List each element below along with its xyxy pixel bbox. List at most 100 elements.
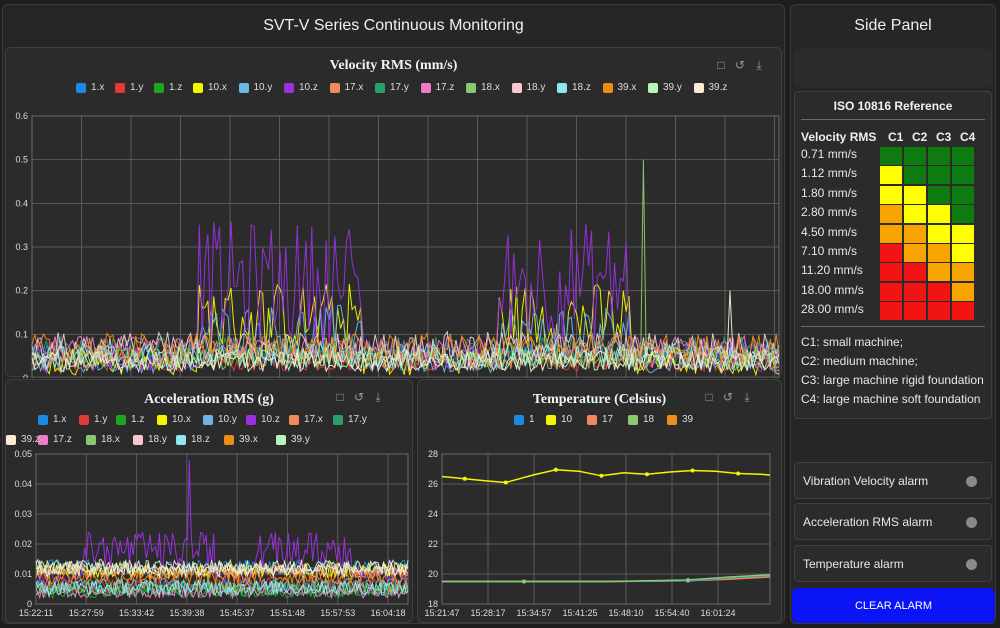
iso-severity-cell: [927, 281, 951, 302]
legend-item[interactable]: 10.y: [203, 414, 237, 425]
legend-item[interactable]: 1.x: [38, 414, 66, 425]
legend-item[interactable]: 10.z: [284, 82, 318, 93]
legend-item[interactable]: 10.x: [193, 82, 227, 93]
y-tick-label: 0.2: [15, 286, 28, 296]
legend-label: 39: [682, 414, 694, 425]
legend-item[interactable]: 39.z: [693, 82, 727, 93]
iso-severity-cell: [903, 243, 927, 263]
x-tick-label: 15:54:40: [654, 608, 689, 618]
legend-swatch: [420, 82, 431, 93]
class-header-c1: C1: [888, 130, 904, 144]
iso-severity-cell: [951, 262, 975, 283]
iso-severity-cell: [927, 243, 951, 263]
iso-severity-cell: [951, 281, 975, 302]
x-tick-label: 15:41:25: [562, 608, 597, 618]
legend-swatch: [514, 414, 524, 425]
iso-row-label: 11.20 mm/s: [801, 263, 863, 278]
legend-swatch: [546, 414, 556, 425]
download-icon[interactable]: ⤓: [756, 58, 762, 72]
iso-severity-cell: [951, 204, 975, 225]
y-tick-label: 0.1: [15, 329, 28, 339]
iso-severity-cell: [879, 281, 903, 302]
main-panel: SVT-V Series Continuous Monitoring 0 0.1 0…: [2, 4, 785, 624]
legend-item[interactable]: 17.y: [375, 82, 409, 93]
temperature-alarm[interactable]: Temperature alarm: [794, 545, 992, 582]
zoom-reset-icon[interactable]: ↺: [734, 58, 746, 72]
legend-swatch: [38, 434, 48, 445]
download-icon[interactable]: ⤓: [744, 390, 750, 404]
side-panel: Side Panel ISO 10816 Reference Velocity …: [790, 4, 996, 624]
series-line-10.y: [35, 575, 409, 594]
legend-item[interactable]: 18.z: [557, 82, 591, 93]
legend-item[interactable]: 10.x: [157, 414, 191, 425]
legend-item[interactable]: 17.y: [333, 414, 367, 425]
legend-item[interactable]: 39.y: [276, 434, 310, 445]
legend-label: 39.x: [239, 434, 258, 445]
legend-item[interactable]: 17.z: [420, 82, 454, 93]
legend-item[interactable]: 18.x: [466, 82, 500, 93]
iso-severity-cell: [879, 223, 903, 244]
legend-item[interactable]: 1.z: [154, 82, 182, 93]
legend-item[interactable]: 17.x: [289, 414, 323, 425]
iso-severity-cell: [903, 204, 927, 225]
vibration-velocity-alarm[interactable]: Vibration Velocity alarm: [794, 462, 992, 499]
legend-label: 10: [561, 414, 573, 425]
legend-item[interactable]: 1.y: [115, 82, 143, 93]
legend-item[interactable]: 18.x: [86, 434, 120, 445]
legend-item[interactable]: 18.z: [176, 434, 210, 445]
legend-item[interactable]: 39: [667, 414, 693, 425]
zoom-icon[interactable]: □: [705, 390, 713, 404]
alarm-label: Vibration Velocity alarm: [803, 474, 929, 488]
zoom-icon[interactable]: □: [717, 58, 725, 72]
x-tick-label: 15:33:42: [119, 608, 154, 618]
legend-item[interactable]: 39.x: [224, 434, 258, 445]
x-tick-label: 15:22:11: [19, 608, 53, 618]
legend-item[interactable]: 18.y: [133, 434, 167, 445]
x-tick-label: 16:04:18: [370, 608, 405, 618]
legend-item[interactable]: 1.z: [116, 414, 144, 425]
y-tick-label: 0.6: [15, 111, 28, 121]
legend-item[interactable]: 39.x: [602, 82, 637, 93]
legend-item[interactable]: 10: [546, 414, 572, 425]
zoom-reset-icon[interactable]: ↺: [353, 390, 365, 404]
legend-item[interactable]: 1.x: [76, 82, 104, 93]
iso-note: C4: large machine soft foundation: [801, 392, 981, 406]
legend-label: 18.z: [572, 82, 591, 93]
iso-row-label: 18.00 mm/s: [801, 282, 864, 297]
zoom-icon[interactable]: □: [336, 390, 344, 404]
iso-severity-cell: [903, 165, 927, 186]
legend-item[interactable]: 17.z: [38, 434, 72, 445]
legend-item[interactable]: 17: [587, 414, 613, 425]
download-icon[interactable]: ⤓: [375, 390, 381, 404]
iso-severity-cell: [927, 204, 951, 225]
legend-label: 10.x: [208, 82, 227, 93]
clear-alarm-button[interactable]: CLEAR ALARM: [792, 588, 995, 623]
legend-label: 10.z: [299, 82, 318, 93]
temperature-chart-title: Temperature (Celsius): [532, 392, 667, 407]
legend-item[interactable]: 18.y: [511, 82, 545, 93]
legend-item[interactable]: 1.y: [79, 414, 107, 425]
zoom-reset-icon[interactable]: ↺: [722, 390, 734, 404]
legend-item[interactable]: 17.x: [329, 82, 363, 93]
x-tick-label: 15:27:59: [69, 608, 104, 618]
iso-severity-cell: [903, 281, 927, 302]
acceleration-rms-alarm[interactable]: Acceleration RMS alarm: [794, 503, 992, 540]
iso-row-label: 7.10 mm/s: [801, 244, 858, 258]
iso-severity-cell: [879, 146, 903, 166]
data-point: [690, 468, 695, 473]
data-point: [645, 472, 649, 477]
legend-item[interactable]: 18: [628, 414, 654, 425]
legend-label: 39.x: [617, 82, 637, 93]
side-panel-title: Side Panel: [854, 17, 932, 34]
legend-item[interactable]: 39.z: [6, 434, 40, 445]
legend-swatch: [557, 82, 567, 93]
legend-item[interactable]: 1: [514, 414, 535, 425]
iso-severity-cell: [951, 223, 975, 244]
legend-label: 10.x: [172, 414, 191, 425]
acceleration-chart: 0 0.01 0.02 0.03 0.04 0.05 15:22:11 15:27:59 15:…: [5, 379, 413, 623]
plot-frame: [441, 453, 771, 605]
legend-item[interactable]: 39.y: [648, 82, 682, 93]
legend-item[interactable]: 10.y: [238, 82, 272, 93]
plot-frame: [31, 115, 780, 378]
legend-item[interactable]: 10.z: [246, 414, 280, 425]
